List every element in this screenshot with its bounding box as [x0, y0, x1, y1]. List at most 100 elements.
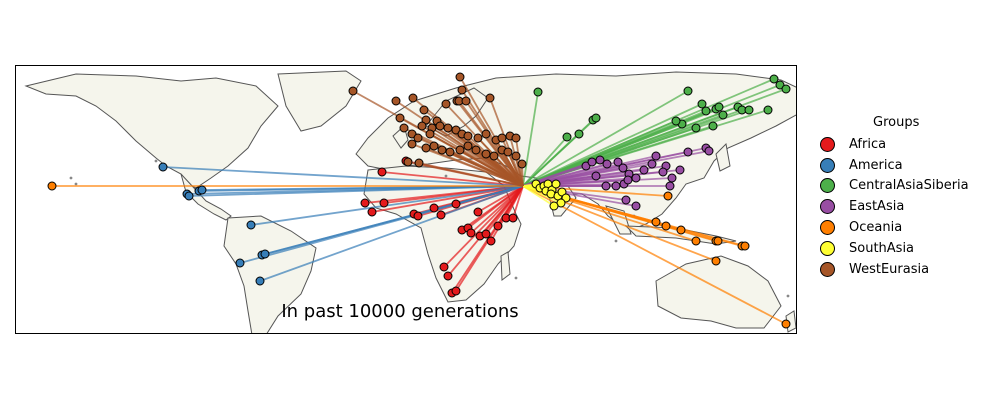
SouthAsia-sample-point	[549, 201, 559, 211]
legend-label: WestEurasia	[849, 261, 930, 277]
WestEurasia-sample-point	[481, 149, 491, 159]
Africa-lineage-line	[467, 185, 524, 229]
island-speck	[69, 176, 73, 180]
CentralAsiaSiberia-sample-point	[701, 106, 711, 116]
australia-land	[655, 255, 782, 329]
WestEurasia-sample-point	[417, 121, 427, 131]
America-sample-point	[184, 191, 194, 201]
America-sample-point	[255, 276, 265, 286]
EastAsia-sample-point	[675, 165, 685, 175]
Oceania-sample-point	[651, 217, 661, 227]
CentralAsiaSiberia-sample-point	[683, 86, 693, 96]
EastAsia-sample-point	[587, 157, 597, 167]
WestEurasia-sample-point	[481, 129, 491, 139]
America-sample-point	[260, 249, 270, 259]
WestEurasia-sample-point	[463, 131, 473, 141]
WestEurasia-sample-point	[399, 123, 409, 133]
WestEurasia-sample-point	[443, 123, 453, 133]
WestEurasia-sample-point	[408, 93, 418, 103]
Africa-sample-point	[473, 207, 483, 217]
sample-points	[47, 72, 791, 329]
CentralAsiaSiberia-sample-point	[562, 132, 572, 142]
WestEurasia-sample-point	[407, 139, 417, 149]
EastAsia-sample-point	[621, 195, 631, 205]
WestEurasia-sample-point	[414, 158, 424, 168]
Africa-sample-point	[481, 229, 491, 239]
WestEurasia-sample-point	[517, 159, 527, 169]
Oceania-sample-point	[47, 181, 57, 191]
WestEurasia-sample-point	[485, 93, 495, 103]
Oceania-sample-point	[663, 191, 673, 201]
Africa-lineage-line	[443, 185, 524, 268]
south-america-land	[223, 215, 317, 333]
legend-swatch	[820, 261, 835, 277]
island-speck	[74, 182, 78, 186]
island-speck	[614, 239, 618, 243]
legend-swatch	[820, 157, 835, 173]
legend-title: Groups	[873, 115, 920, 130]
CentralAsiaSiberia-sample-point	[769, 74, 779, 84]
SouthAsia-sample-point	[551, 179, 561, 189]
island-speck	[786, 294, 790, 298]
Africa-sample-point	[439, 262, 449, 272]
EastAsia-sample-point	[665, 181, 675, 191]
WestEurasia-sample-point	[497, 133, 507, 143]
WestEurasia-sample-point	[435, 121, 445, 131]
WestEurasia-sample-point	[348, 86, 358, 96]
WestEurasia-lineage-line	[515, 155, 524, 187]
legend-item: SouthAsia	[815, 238, 1000, 259]
Africa-sample-point	[360, 198, 370, 208]
WestEurasia-lineage-line	[507, 151, 524, 187]
world-map	[24, 70, 796, 333]
Africa-lineage-line	[381, 171, 524, 187]
CentralAsiaSiberia-sample-point	[574, 129, 584, 139]
legend-label: Africa	[849, 136, 887, 152]
WestEurasia-sample-point	[503, 147, 513, 157]
legend-item: America	[815, 155, 1000, 176]
CentralAsiaSiberia-lineage-line	[522, 117, 597, 187]
America-lineage-line	[162, 166, 524, 187]
EastAsia-sample-point	[631, 201, 641, 211]
WestEurasia-sample-point	[413, 133, 423, 143]
WestEurasia-sample-point	[403, 157, 413, 167]
America-lineage-line	[259, 185, 524, 282]
Africa-sample-point	[413, 211, 423, 221]
EastAsia-sample-point	[613, 157, 623, 167]
Africa-sample-point	[429, 203, 439, 213]
legend-label: America	[849, 157, 903, 173]
WestEurasia-sample-point	[391, 96, 401, 106]
Africa-lineage-line	[512, 185, 524, 219]
north-america-land	[24, 73, 279, 189]
WestEurasia-lineage-line	[429, 133, 524, 187]
EastAsia-sample-point	[631, 173, 641, 183]
Africa-sample-point	[436, 210, 446, 220]
japan-land	[715, 142, 731, 172]
EastAsia-sample-point	[647, 159, 657, 169]
legend-swatch	[820, 199, 835, 215]
EastAsia-sample-point	[618, 163, 628, 173]
Africa-sample-point	[451, 286, 461, 296]
WestEurasia-sample-point	[461, 96, 471, 106]
legend-swatch	[820, 178, 835, 194]
WestEurasia-sample-point	[455, 72, 465, 82]
EastAsia-sample-point	[611, 181, 621, 191]
island-speck	[154, 159, 158, 163]
Africa-sample-point	[367, 207, 377, 217]
WestEurasia-sample-point	[455, 145, 465, 155]
WestEurasia-sample-point	[421, 143, 431, 153]
legend-label: Oceania	[849, 220, 903, 236]
America-sample-point	[158, 162, 168, 172]
EastAsia-sample-point	[591, 171, 601, 181]
WestEurasia-sample-point	[471, 145, 481, 155]
legend-item: WestEurasia	[815, 259, 1000, 280]
Oceania-sample-point	[691, 236, 701, 246]
WestEurasia-lineage-line	[449, 151, 524, 187]
WestEurasia-sample-point	[511, 133, 521, 143]
WestEurasia-lineage-line	[493, 155, 524, 187]
EastAsia-sample-point	[602, 159, 612, 169]
WestEurasia-sample-point	[463, 141, 473, 151]
America-sample-point	[235, 258, 245, 268]
WestEurasia-lineage-line	[411, 143, 524, 187]
WestEurasia-lineage-line	[485, 133, 524, 187]
Africa-sample-point	[466, 228, 476, 238]
